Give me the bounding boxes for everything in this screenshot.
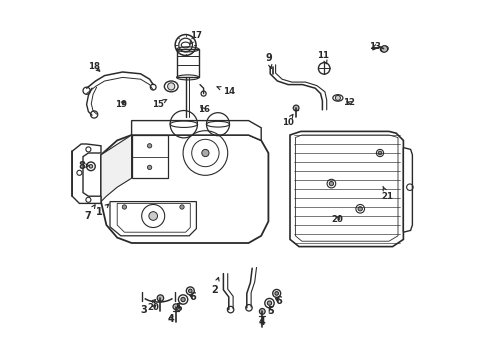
Text: 16: 16 <box>197 105 210 114</box>
Text: 17: 17 <box>190 31 202 44</box>
Text: 20: 20 <box>147 303 159 312</box>
Circle shape <box>259 309 265 314</box>
Circle shape <box>329 181 334 186</box>
Polygon shape <box>101 135 269 243</box>
Text: 20: 20 <box>332 215 343 224</box>
Text: 18: 18 <box>89 62 100 71</box>
Circle shape <box>168 83 175 90</box>
Circle shape <box>173 304 179 310</box>
Circle shape <box>275 292 278 295</box>
Polygon shape <box>110 202 196 236</box>
Circle shape <box>189 289 192 293</box>
Text: 1: 1 <box>96 204 109 217</box>
Text: 19: 19 <box>115 100 127 109</box>
Circle shape <box>122 205 126 209</box>
Text: 4: 4 <box>259 317 266 327</box>
Text: 5: 5 <box>268 306 274 316</box>
Text: 13: 13 <box>368 42 381 51</box>
Text: 9: 9 <box>265 53 272 68</box>
Text: 4: 4 <box>168 314 174 324</box>
Circle shape <box>378 151 382 155</box>
Circle shape <box>147 144 152 148</box>
Text: 5: 5 <box>175 303 182 313</box>
Text: 6: 6 <box>190 292 196 302</box>
Circle shape <box>381 46 388 52</box>
Circle shape <box>356 204 365 213</box>
Circle shape <box>181 297 185 302</box>
Circle shape <box>268 301 271 305</box>
Text: 8: 8 <box>79 161 89 171</box>
Circle shape <box>89 165 93 168</box>
Polygon shape <box>132 121 261 140</box>
Polygon shape <box>290 131 403 247</box>
Circle shape <box>376 149 384 157</box>
Polygon shape <box>72 144 101 203</box>
Circle shape <box>149 212 157 220</box>
Text: 3: 3 <box>141 300 156 315</box>
Circle shape <box>202 149 209 157</box>
Text: 12: 12 <box>343 98 355 107</box>
Text: 14: 14 <box>217 87 235 96</box>
Circle shape <box>335 95 341 100</box>
Bar <box>176 49 199 77</box>
Text: 7: 7 <box>84 205 95 221</box>
Circle shape <box>358 207 363 211</box>
Polygon shape <box>117 203 190 232</box>
Text: 2: 2 <box>211 278 219 295</box>
Circle shape <box>180 205 184 209</box>
Circle shape <box>147 165 152 170</box>
Polygon shape <box>101 135 132 202</box>
Circle shape <box>327 179 336 188</box>
Text: 6: 6 <box>275 296 283 306</box>
Polygon shape <box>132 135 168 178</box>
Circle shape <box>157 295 164 301</box>
Circle shape <box>293 105 299 111</box>
Polygon shape <box>403 148 413 232</box>
Text: 21: 21 <box>381 186 393 201</box>
Text: 10: 10 <box>282 114 294 127</box>
Text: 15: 15 <box>152 99 167 109</box>
Text: 11: 11 <box>318 51 329 64</box>
